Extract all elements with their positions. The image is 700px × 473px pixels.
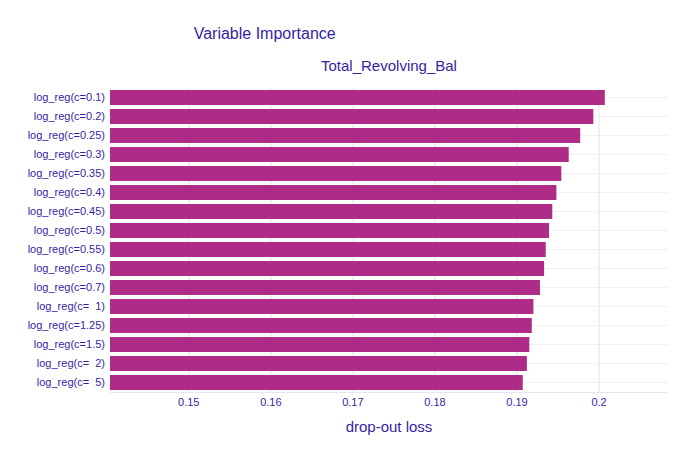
svg-text:log_reg(c=0.25): log_reg(c=0.25) [28,129,105,141]
svg-text:0.16: 0.16 [260,396,281,408]
svg-text:log_reg(c= 5): log_reg(c= 5) [37,376,105,388]
svg-text:log_reg(c=0.35): log_reg(c=0.35) [28,167,105,179]
svg-text:log_reg(c=0.45): log_reg(c=0.45) [28,205,105,217]
svg-text:log_reg(c=0.5): log_reg(c=0.5) [34,224,105,236]
svg-text:log_reg(c=1.5): log_reg(c=1.5) [34,338,105,350]
svg-text:log_reg(c=1.25): log_reg(c=1.25) [28,319,105,331]
svg-text:0.19: 0.19 [506,396,527,408]
svg-text:Variable Importance: Variable Importance [194,25,336,42]
svg-text:0.15: 0.15 [178,396,199,408]
svg-text:Total_Revolving_Bal: Total_Revolving_Bal [321,57,457,74]
svg-text:log_reg(c= 1): log_reg(c= 1) [37,300,105,312]
svg-text:drop-out loss: drop-out loss [346,418,433,435]
svg-text:0.2: 0.2 [591,396,606,408]
svg-text:log_reg(c=0.1): log_reg(c=0.1) [34,91,105,103]
svg-text:log_reg(c= 2): log_reg(c= 2) [37,357,105,369]
svg-text:0.17: 0.17 [342,396,363,408]
svg-text:log_reg(c=0.3): log_reg(c=0.3) [34,148,105,160]
svg-text:log_reg(c=0.4): log_reg(c=0.4) [34,186,105,198]
svg-text:log_reg(c=0.55): log_reg(c=0.55) [28,243,105,255]
svg-text:log_reg(c=0.6): log_reg(c=0.6) [34,262,105,274]
svg-text:log_reg(c=0.7): log_reg(c=0.7) [34,281,105,293]
svg-text:log_reg(c=0.2): log_reg(c=0.2) [34,110,105,122]
svg-text:0.18: 0.18 [424,396,445,408]
